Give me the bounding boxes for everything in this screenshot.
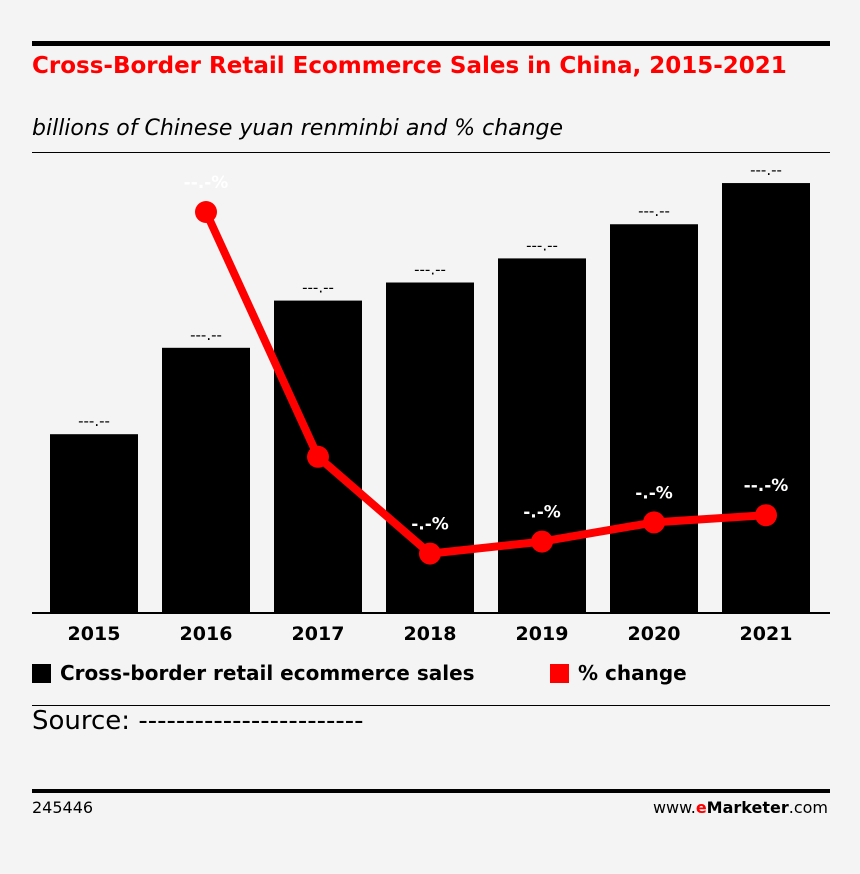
bar-value-label-2020: ---.-- xyxy=(638,202,670,220)
top-rule xyxy=(32,41,830,46)
bar-2021 xyxy=(722,183,810,613)
line-layer xyxy=(195,201,777,565)
line-point-2021 xyxy=(755,504,777,527)
line-point-2016 xyxy=(195,201,217,223)
legend-bars: Cross-border retail ecommerce sales xyxy=(32,661,475,685)
source-note: Source: ------------------------ xyxy=(32,706,364,736)
bar-value-label-2021: ---.-- xyxy=(750,161,782,179)
bar-2019 xyxy=(498,258,586,612)
series-line-pct-change xyxy=(202,208,770,558)
legend-bars-label: Cross-border retail ecommerce sales xyxy=(60,661,475,685)
line-point-2017 xyxy=(307,445,329,468)
legend-line-label: % change xyxy=(578,661,687,685)
line-value-label-2021: --.-% xyxy=(744,476,789,496)
line-point-2020 xyxy=(643,511,665,534)
bar-2015 xyxy=(50,434,138,612)
line-value-label-2019: -.-% xyxy=(523,503,561,523)
footer-site-prefix: www. xyxy=(652,798,696,817)
footer-rule xyxy=(32,789,830,793)
x-tick-label-2019: 2019 xyxy=(516,623,569,645)
x-tick-label-2018: 2018 xyxy=(404,623,457,645)
chart-title: Cross-Border Retail Ecommerce Sales in C… xyxy=(32,53,787,79)
line-point-2018 xyxy=(419,542,441,565)
footer-site-brand-e: e xyxy=(695,798,707,817)
bar-2020 xyxy=(610,224,698,612)
legend-line: % change xyxy=(550,661,687,685)
line-value-label-2020: -.-% xyxy=(635,483,673,503)
line-value-label-2018: -.-% xyxy=(411,515,449,535)
legend-bars-swatch xyxy=(32,663,51,683)
source-rule-top xyxy=(32,705,830,706)
footer-site-link[interactable]: www.eMarketer.com xyxy=(653,798,828,817)
x-tick-label-2015: 2015 xyxy=(68,623,121,645)
legend-line-swatch xyxy=(550,663,569,683)
bar-value-label-2017: ---.-- xyxy=(302,279,334,297)
x-tick-label-2020: 2020 xyxy=(628,623,681,645)
footer-site-suffix: .com xyxy=(788,798,828,817)
bar-value-label-2018: ---.-- xyxy=(414,261,446,279)
line-value-label-2016: --.-% xyxy=(184,173,229,193)
chart-area: ---.-- 2015 ---.-- 2016 ---.-- 2017 ---.-- 2018… xyxy=(32,161,830,645)
subtitle-rule xyxy=(32,152,830,153)
bar-value-label-2016: ---.-- xyxy=(190,326,222,344)
bar-2016 xyxy=(162,347,250,612)
footer-site-brand-rest: Marketer xyxy=(706,798,789,817)
chart-subtitle: billions of Chinese yuan renminbi and % … xyxy=(32,116,564,141)
line-point-2019 xyxy=(531,530,553,553)
x-tick-label-2016: 2016 xyxy=(180,623,233,645)
labels-layer: ---.-- 2015 ---.-- 2016 ---.-- 2017 ---.-- 2018… xyxy=(68,161,793,645)
footer-chart-id: 245446 xyxy=(32,798,94,817)
bar-value-label-2019: ---.-- xyxy=(526,236,558,254)
x-tick-label-2021: 2021 xyxy=(740,623,793,645)
bar-value-label-2015: ---.-- xyxy=(78,412,110,430)
x-tick-label-2017: 2017 xyxy=(292,623,345,645)
line-value-label-2017: --.-% xyxy=(296,494,341,514)
